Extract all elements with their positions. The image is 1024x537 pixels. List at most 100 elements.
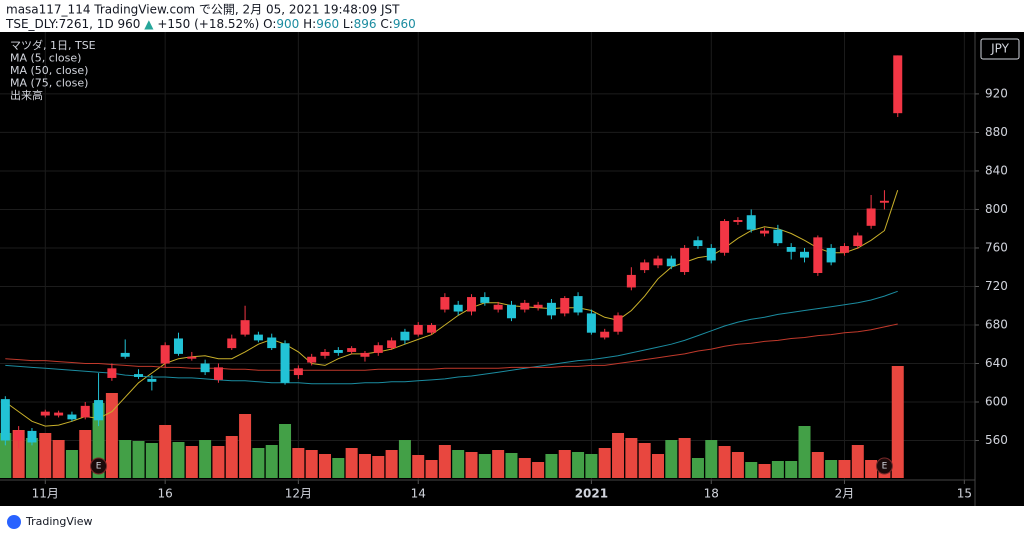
volume-bar (159, 425, 172, 478)
candle-body (733, 220, 743, 222)
candle-body (200, 363, 210, 373)
event-label: E (882, 462, 888, 472)
volume-bar (372, 456, 385, 478)
candle-body (413, 324, 423, 335)
volume-bar (492, 450, 505, 478)
candle-body (866, 208, 876, 226)
header-quote: TSE_DLY:7261, 1D 960 ▲ +150 (+18.52%) O:… (5, 17, 416, 31)
volume-bar (412, 455, 425, 478)
ohlc-h: 960 (316, 17, 339, 31)
candle-body (786, 247, 796, 252)
candle-body (879, 200, 889, 203)
ohlc-c: 960 (393, 17, 416, 31)
candle-body (400, 331, 410, 341)
volume-bar (638, 443, 651, 478)
y-tick-label: 760 (985, 240, 1008, 254)
candle-body (27, 430, 37, 443)
volume-bar (585, 454, 598, 478)
x-tick-label: 12月 (285, 487, 312, 501)
volume-bar (292, 448, 305, 478)
volume-bar (678, 438, 691, 478)
candle-body (280, 343, 290, 383)
candle-body (853, 235, 863, 247)
legend-entry: MA (5, close) (10, 52, 81, 65)
volume-bar (718, 446, 731, 478)
volume-bar (358, 454, 371, 478)
volume-bar (572, 452, 585, 478)
candle-body (147, 378, 157, 382)
y-tick-label: 640 (985, 356, 1008, 370)
volume-bar (452, 450, 465, 478)
legend-entry: マツダ, 1日, TSE (10, 38, 96, 52)
candle-body (506, 304, 516, 319)
candle-body (347, 348, 357, 352)
candle-body (107, 368, 117, 378)
candle-body (134, 374, 144, 377)
volume-bar (505, 453, 518, 478)
volume-bar (838, 460, 851, 478)
volume-bar (425, 460, 438, 478)
candle-body (227, 338, 237, 349)
volume-bar (891, 366, 904, 478)
volume-bar (478, 454, 491, 478)
currency: JPY (990, 42, 1010, 56)
volume-bar (212, 446, 225, 478)
candle-body (893, 55, 903, 114)
header-bg (0, 0, 1024, 32)
volume-bar (65, 450, 78, 478)
volume-bar (265, 445, 278, 478)
volume-bar (199, 440, 212, 478)
volume-bar (39, 433, 52, 478)
x-tick-label: 2月 (835, 487, 855, 501)
volume-bar (398, 440, 411, 478)
volume-bar (758, 464, 771, 478)
candle-body (373, 345, 383, 353)
volume-bar (132, 441, 145, 478)
volume-bar (771, 461, 784, 478)
candle-body (333, 350, 343, 353)
candle-body (680, 247, 690, 273)
x-tick-label: 15 (957, 487, 972, 501)
volume-bar (598, 448, 611, 478)
candle-body (67, 414, 77, 420)
candle-body (533, 304, 543, 308)
volume-bar (851, 445, 864, 478)
candle-body (653, 258, 663, 266)
candle-body (773, 229, 783, 244)
x-tick-label: 18 (704, 487, 719, 501)
ohlc-c-label: C: (380, 17, 392, 31)
candle-body (293, 368, 303, 376)
candle-body (586, 313, 596, 333)
footer-bg (0, 506, 1024, 537)
candle-body (320, 351, 330, 356)
volume-bar (532, 462, 545, 478)
x-tick-label: 14 (411, 487, 426, 501)
volume-bar (745, 462, 758, 478)
volume-bar (225, 436, 238, 478)
candle-body (307, 356, 317, 363)
volume-bar (345, 448, 358, 478)
candle-body (120, 352, 130, 357)
change-arrow: ▲ (144, 17, 154, 31)
ohlc-l-label: L: (343, 17, 354, 31)
y-tick-label: 800 (985, 202, 1008, 216)
ohlc-o-label: O: (263, 17, 276, 31)
last-price: 960 (118, 17, 141, 31)
volume-bar (105, 393, 118, 478)
candle-body (480, 297, 490, 303)
volume-bar (545, 454, 558, 478)
ma-line (5, 190, 899, 427)
volume-bar (145, 443, 158, 478)
volume-bar (119, 440, 132, 478)
candle-body (640, 262, 650, 271)
candle-body (546, 302, 556, 316)
change: +150 (+18.52%) (157, 17, 259, 31)
volume-bar (731, 452, 744, 478)
candle-body (54, 412, 64, 416)
candle-body (613, 315, 623, 332)
y-tick-label: 880 (985, 125, 1008, 139)
volume-bar (665, 440, 678, 478)
candle-body (666, 258, 676, 267)
candle-body (746, 215, 756, 230)
x-tick-label: 2021 (575, 487, 608, 501)
